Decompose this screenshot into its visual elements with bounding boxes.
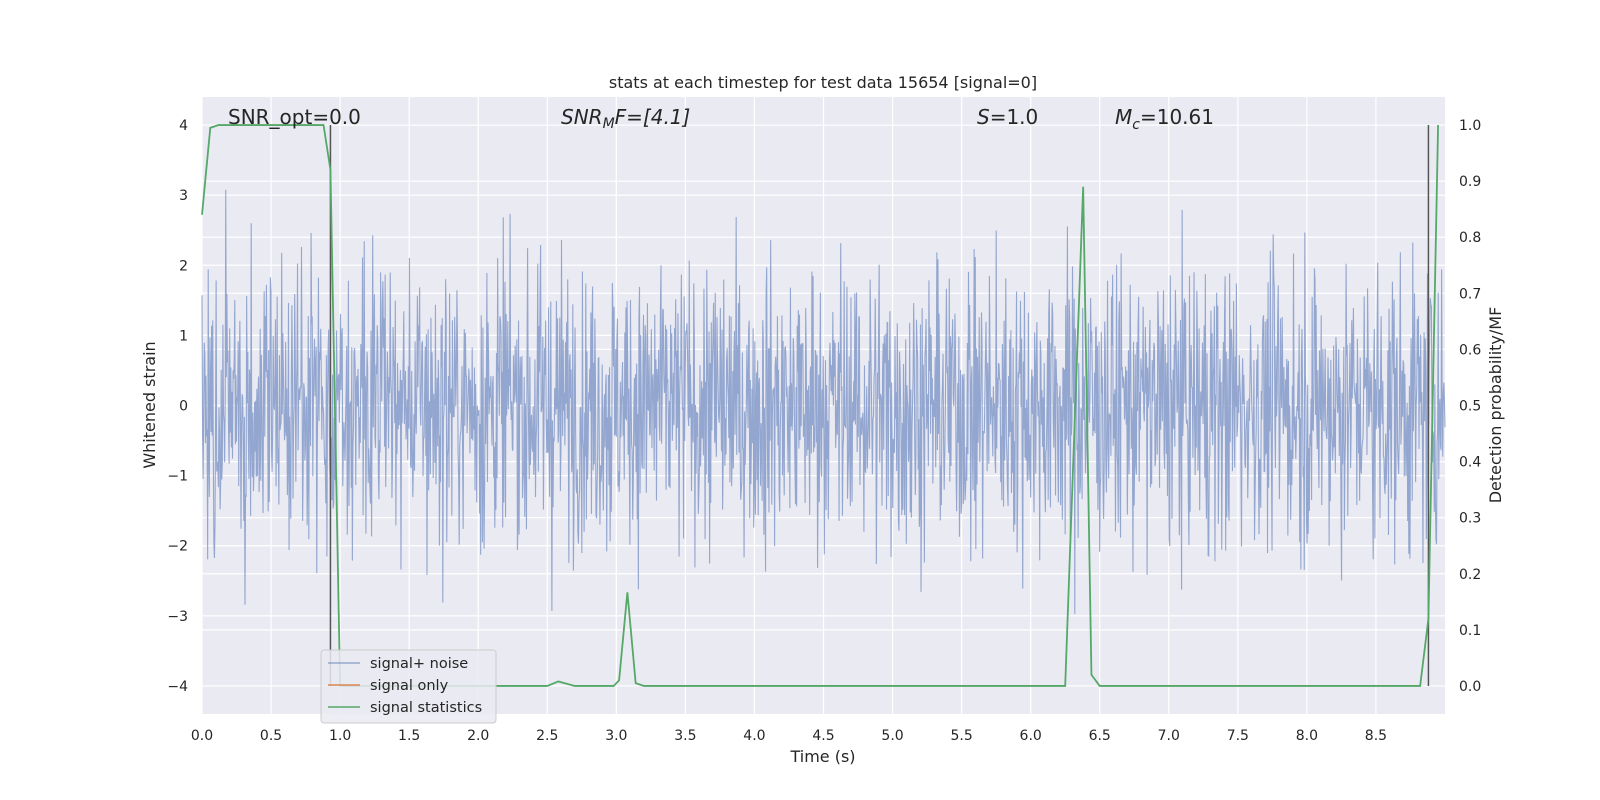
x-tick-label: 7.5 xyxy=(1227,728,1249,744)
signal-noise-line xyxy=(201,189,1446,614)
legend-label-signal-noise: signal+ noise xyxy=(370,656,468,672)
annotation-snr-opt: SNR_opt=0.0 xyxy=(228,105,361,129)
annotation-mc: Mc=10.61 xyxy=(1115,105,1214,133)
x-tick-label: 4.5 xyxy=(812,728,834,744)
y2-tick-label: 0.5 xyxy=(1459,399,1481,415)
x-tick-label: 1.5 xyxy=(398,728,420,744)
x-tick-label: 6.0 xyxy=(1020,728,1042,744)
x-tick-label: 2.5 xyxy=(536,728,558,744)
y-tick-label: 2 xyxy=(179,258,188,274)
x-tick-labels: 0.0 0.5 1.0 1.5 2.0 2.5 3.0 3.5 4.0 4.5 5.0 5.5 6.0 6… xyxy=(191,728,1387,744)
legend-label-signal-statistics: signal statistics xyxy=(370,700,482,716)
y2-tick-label: 0.8 xyxy=(1459,230,1481,246)
signal-statistics-series xyxy=(201,124,1439,687)
y-tick-label: 0 xyxy=(179,399,188,415)
x-tick-label: 0.5 xyxy=(260,728,282,744)
noise-series xyxy=(201,189,1446,614)
y-tick-labels: 4 3 2 1 0 −1 −2 −3 −4 xyxy=(167,118,188,695)
x-tick-label: 2.0 xyxy=(467,728,489,744)
y-tick-label: 1 xyxy=(179,328,188,344)
y-tick-label: −2 xyxy=(167,539,188,555)
x-tick-label: 4.0 xyxy=(743,728,765,744)
x-tick-label: 1.0 xyxy=(329,728,351,744)
y2-tick-label: 0.3 xyxy=(1459,511,1481,527)
y2-tick-label: 0.1 xyxy=(1459,623,1481,639)
y-tick-label: −4 xyxy=(167,679,188,695)
legend-label-signal-only: signal only xyxy=(370,678,449,694)
x-tick-label: 6.5 xyxy=(1089,728,1111,744)
annotation-snr-mf: SNRMF=[4.1] xyxy=(561,105,690,132)
x-axis-label: Time (s) xyxy=(789,747,855,766)
x-tick-label: 8.0 xyxy=(1296,728,1318,744)
y2-tick-label: 0.7 xyxy=(1459,286,1481,302)
y2-tick-label: 1.0 xyxy=(1459,118,1481,134)
x-tick-label: 5.0 xyxy=(881,728,903,744)
y2-tick-label: 0.9 xyxy=(1459,174,1481,190)
x-tick-label: 5.5 xyxy=(950,728,972,744)
legend: signal+ noise signal only signal statist… xyxy=(320,649,497,724)
x-tick-label: 3.0 xyxy=(605,728,627,744)
chart-title: stats at each timestep for test data 156… xyxy=(609,73,1037,92)
y2-tick-labels: 1.0 0.9 0.8 0.7 0.6 0.5 0.4 0.3 0.2 0.1 0.0 xyxy=(1459,118,1481,695)
x-tick-label: 7.0 xyxy=(1158,728,1180,744)
y2-tick-label: 0.0 xyxy=(1459,679,1481,695)
annotation-s: S=1.0 xyxy=(977,105,1038,129)
legend-box xyxy=(320,649,497,724)
signal-statistics-line xyxy=(201,124,1439,687)
x-tick-label: 3.5 xyxy=(674,728,696,744)
y-tick-label: 3 xyxy=(179,188,188,204)
x-tick-label: 8.5 xyxy=(1365,728,1387,744)
y-tick-label: −3 xyxy=(167,609,188,625)
y2-tick-label: 0.2 xyxy=(1459,567,1481,583)
y-axis-label: Whitened strain xyxy=(140,341,159,468)
y2-axis-label: Detection probability/MF xyxy=(1486,307,1505,504)
y-tick-label: 4 xyxy=(179,118,188,134)
y2-tick-label: 0.6 xyxy=(1459,342,1481,358)
y2-tick-label: 0.4 xyxy=(1459,455,1481,471)
y-tick-label: −1 xyxy=(167,469,188,485)
x-tick-label: 0.0 xyxy=(191,728,213,744)
